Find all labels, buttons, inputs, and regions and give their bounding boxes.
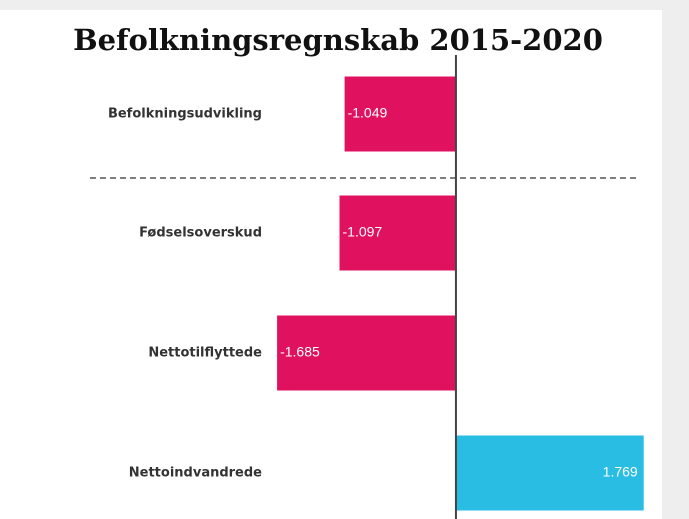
value-label: -1.685 <box>280 344 320 360</box>
category-label: Fødselsoverskud <box>139 226 262 241</box>
chart-title: Befolkningsregnskab 2015-2020 <box>73 23 603 57</box>
category-label: Nettoindvandrede <box>129 466 262 481</box>
value-label: -1.097 <box>343 224 383 240</box>
category-label: Nettotilflyttede <box>148 346 262 361</box>
bar <box>277 315 456 391</box>
bar <box>339 195 456 271</box>
value-label: -1.049 <box>348 105 388 121</box>
panel <box>0 10 662 519</box>
category-label: Befolkningsudvikling <box>108 107 262 122</box>
bar <box>344 76 456 152</box>
value-label: 1.769 <box>603 464 638 480</box>
bar <box>455 435 644 511</box>
